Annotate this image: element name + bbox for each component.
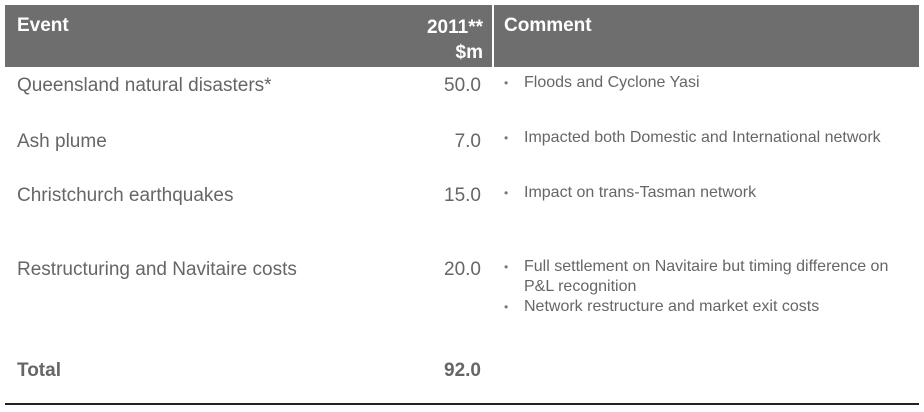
comment-item: • Impact on trans-Tasman network — [504, 184, 757, 201]
bullet-icon: • — [504, 300, 509, 314]
comment-cell: • Impact on trans-Tasman network — [504, 183, 914, 203]
event-cell: Queensland natural disasters* — [17, 75, 272, 96]
bullet-icon: • — [504, 186, 509, 200]
bullet-icon: • — [504, 260, 509, 274]
total-amount: 92.0 — [444, 360, 481, 381]
amount-cell: 20.0 — [444, 259, 481, 280]
comment-cell: • Floods and Cyclone Yasi — [504, 73, 914, 93]
bullet-icon: • — [504, 76, 509, 90]
header-amount: 2011** $m — [427, 15, 483, 65]
bullet-icon: • — [504, 131, 509, 145]
header-divider — [492, 5, 494, 67]
comment-cell: • Impacted both Domestic and Internationa… — [504, 128, 914, 148]
comment-item: • Impacted both Domestic and Internationa… — [504, 129, 881, 146]
event-cell: Restructuring and Navitaire costs — [17, 259, 297, 280]
event-cell: Christchurch earthquakes — [17, 185, 234, 206]
amount-cell: 7.0 — [454, 131, 481, 152]
total-label: Total — [17, 360, 61, 381]
table-header: Event 2011** $m Comment — [5, 5, 919, 67]
amount-cell: 15.0 — [444, 185, 481, 206]
amount-cell: 50.0 — [444, 75, 481, 96]
comment-cell: • Full settlement on Navitaire but timing… — [504, 257, 914, 317]
comment-item: • Network restructure and market exit cos… — [504, 298, 820, 315]
event-cell: Ash plume — [17, 131, 107, 152]
header-amount-year: 2011** — [426, 17, 483, 38]
bottom-rule — [5, 403, 919, 405]
header-event: Event — [17, 15, 69, 36]
header-comment: Comment — [504, 15, 592, 36]
comment-item: • Floods and Cyclone Yasi — [504, 74, 700, 91]
header-amount-unit: $m — [455, 42, 483, 63]
comment-item: • Full settlement on Navitaire but timing… — [504, 258, 889, 295]
